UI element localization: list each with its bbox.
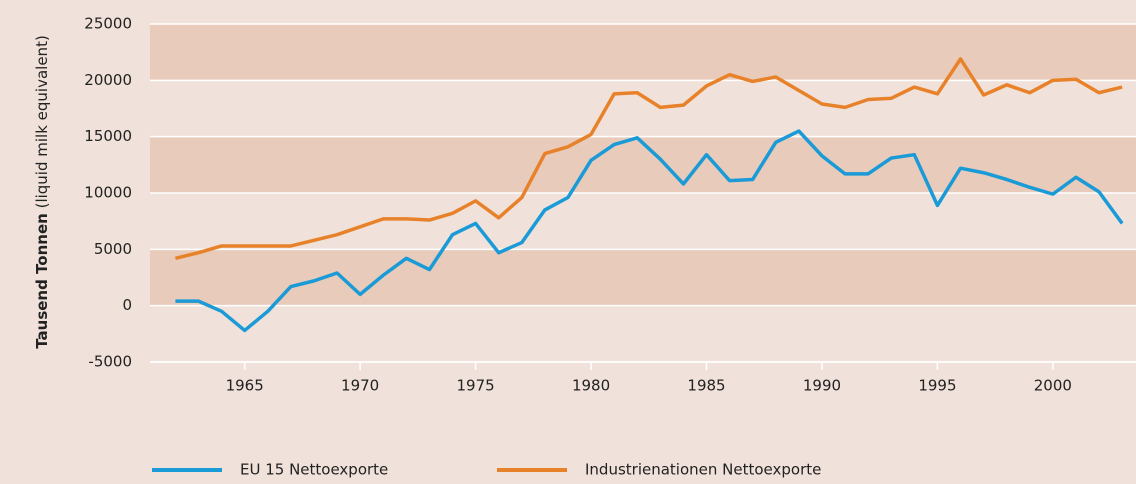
y-axis-label-unit: (liquid milk equivalent) xyxy=(33,35,51,208)
y-tick-label: 15000 xyxy=(84,127,132,145)
x-tick-label: 1980 xyxy=(572,377,610,395)
y-tick-label: -5000 xyxy=(88,353,132,371)
series-line xyxy=(174,57,1123,261)
x-tick-label: 2000 xyxy=(1034,377,1072,395)
legend-label: Industrienationen Nettoexporte xyxy=(585,461,821,479)
y-tick-label: 0 xyxy=(122,296,132,314)
y-tick-label: 10000 xyxy=(84,184,132,202)
bands xyxy=(150,24,1136,306)
x-tick-label: 1995 xyxy=(918,377,956,395)
x-tick-label: 1990 xyxy=(803,377,841,395)
y-tick-label: 20000 xyxy=(84,71,132,89)
x-tick-label: 1985 xyxy=(687,377,725,395)
y-tick-label: 5000 xyxy=(94,240,132,258)
y-tick-label: 25000 xyxy=(84,15,132,33)
band xyxy=(150,249,1136,306)
legend-label: EU 15 Nettoexporte xyxy=(240,461,388,479)
x-tick-label: 1965 xyxy=(226,377,264,395)
x-tick-label: 1970 xyxy=(341,377,379,395)
y-axis-label-main: Tausend Tonnen xyxy=(33,213,51,349)
series-line xyxy=(175,129,1124,333)
band xyxy=(150,24,1136,81)
band xyxy=(150,136,1136,193)
y-axis-label: Tausend Tonnen (liquid milk equivalent) xyxy=(33,35,51,349)
x-tick-label: 1975 xyxy=(456,377,494,395)
